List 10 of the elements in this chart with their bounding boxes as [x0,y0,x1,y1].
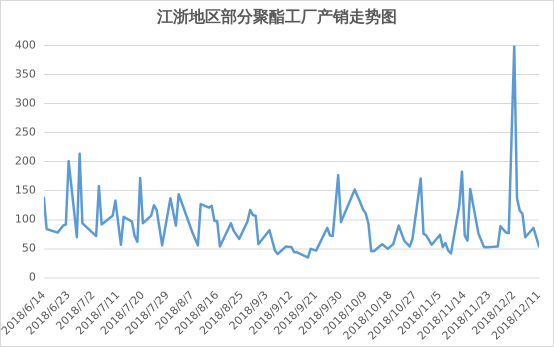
y-tick-label: 250 [14,126,36,139]
y-tick-label: 0 [28,270,36,284]
y-tick-label: 100 [14,212,36,226]
y-tick-label: 50 [22,242,36,255]
y-tick-label: 350 [14,67,36,80]
y-tick-label: 150 [14,184,36,197]
y-tick-label: 200 [14,154,36,168]
y-tick-label: 300 [14,96,36,110]
chart-title: 江浙地区部分聚酯工厂产销走势图 [156,7,398,28]
y-tick-label: 400 [14,38,36,52]
